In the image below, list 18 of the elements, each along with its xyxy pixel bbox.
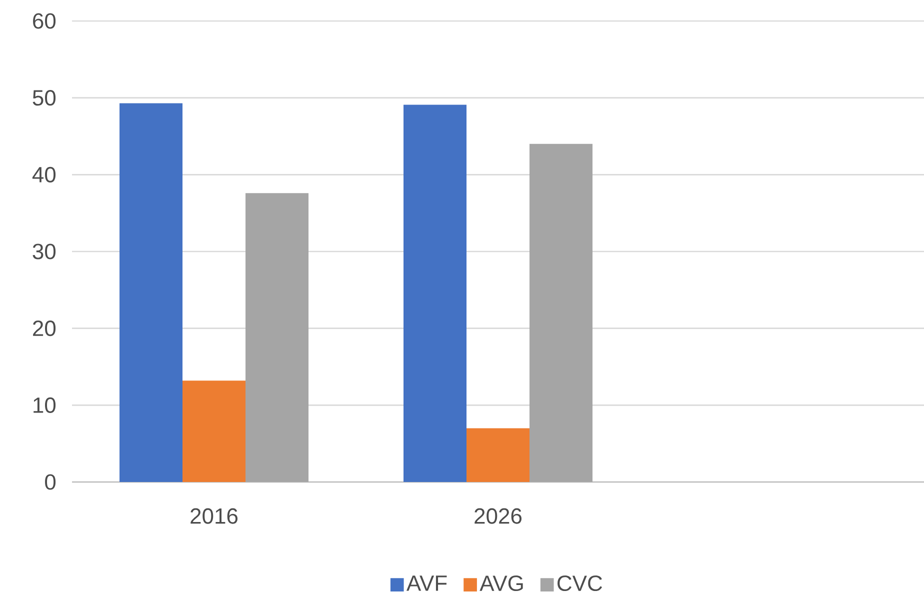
bar xyxy=(404,104,467,482)
y-tick-label: 10 xyxy=(34,397,56,413)
y-tick-label: 60 xyxy=(33,13,56,29)
bar xyxy=(530,144,593,482)
bar xyxy=(182,380,246,482)
y-tick-label: 20 xyxy=(33,320,56,336)
legend-label: CVC xyxy=(558,575,602,592)
y-tick-label: 0 xyxy=(45,474,56,490)
legend-label: AVF xyxy=(406,576,447,591)
y-tick-label: 50 xyxy=(32,90,56,106)
bar xyxy=(466,428,530,482)
y-tick-label: 40 xyxy=(32,166,56,182)
legend-label: AVG xyxy=(480,575,523,592)
bar xyxy=(120,103,182,482)
x-tick-label: 2016 xyxy=(190,508,238,524)
x-tick-label: 2026 xyxy=(474,508,522,524)
bar xyxy=(246,193,309,482)
y-tick-label: 30 xyxy=(32,244,56,260)
